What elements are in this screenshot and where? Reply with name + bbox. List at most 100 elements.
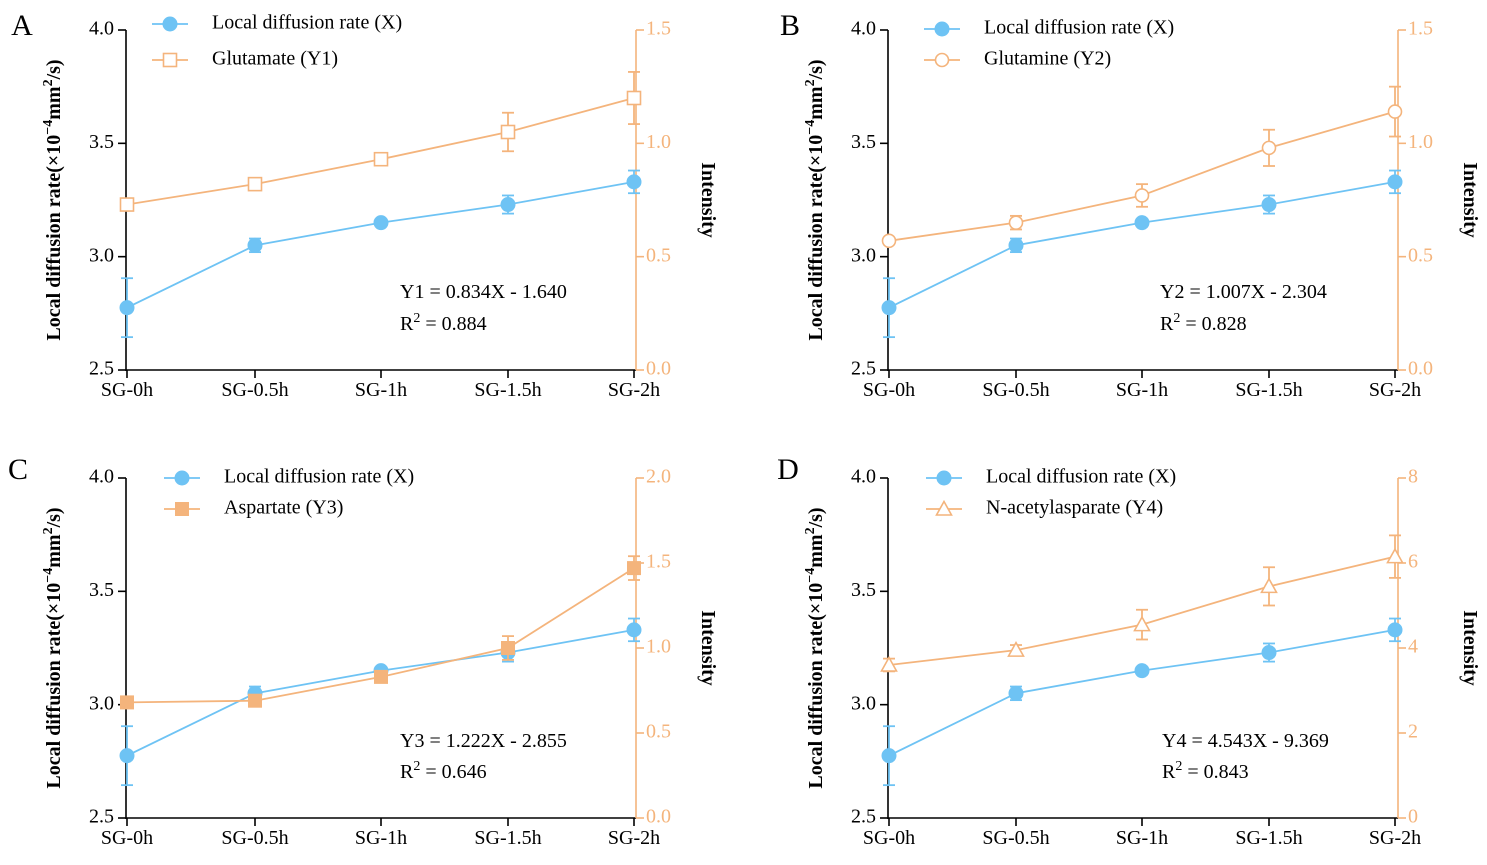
y-axis-label-exp2: 2 xyxy=(803,527,818,534)
data-point xyxy=(501,641,515,655)
legend-marker xyxy=(162,52,178,68)
y-axis-label-exp: −4 xyxy=(803,568,818,583)
y-tick-label-left: 2.5 xyxy=(89,806,114,828)
series-x xyxy=(119,169,642,339)
data-point xyxy=(248,693,262,708)
r-squared: R2 = 0.843 xyxy=(1162,759,1249,783)
legend-marker xyxy=(162,16,178,32)
x-tick-label: SG-0h xyxy=(101,827,153,849)
x-tick-label: SG-1.5h xyxy=(1235,827,1302,849)
chart-panel-d: D 2.5 3.0 3.5 4.0 SG-0h SG-0.5h SG-1h SG-1.5h SG-… xyxy=(777,453,1481,849)
y-axis-label-main: Local diffusion rate(×10 xyxy=(805,583,827,789)
data-point xyxy=(119,748,135,764)
data-point xyxy=(1386,547,1404,564)
x-tick-label: SG-0.5h xyxy=(221,379,288,401)
r-squared-label: R xyxy=(1160,313,1174,335)
y-axis-label-main: Local diffusion rate(×10 xyxy=(43,135,65,341)
data-point xyxy=(1133,615,1151,632)
y-tick-label-right: 4 xyxy=(1408,636,1418,658)
r-squared-exp: 2 xyxy=(413,759,420,774)
regression-equation: Y4 = 4.543X - 9.369 xyxy=(1162,730,1329,752)
panel-letter: A xyxy=(11,9,33,42)
data-point xyxy=(1134,663,1150,679)
data-point xyxy=(881,748,897,764)
r-squared-value: = 0.884 xyxy=(420,313,486,335)
y-axis-label-exp: −4 xyxy=(41,568,56,583)
y-tick-label-left: 2.5 xyxy=(851,806,876,828)
y-axis-label-right: Intensity xyxy=(697,162,719,238)
data-point xyxy=(1387,622,1403,638)
y-tick-label-right: 0.5 xyxy=(646,721,671,743)
data-point xyxy=(1261,645,1277,661)
r-squared-label: R xyxy=(1162,761,1176,783)
x-tick-label: SG-1.5h xyxy=(474,827,541,849)
x-tick-label: SG-1h xyxy=(355,827,407,849)
data-point xyxy=(119,300,135,316)
y-axis-label-right: Intensity xyxy=(1459,610,1481,686)
legend-label: N-acetylasparate (Y4) xyxy=(986,497,1163,519)
legend-label: Glutamine (Y2) xyxy=(984,48,1111,70)
y-tick-label-left: 3.5 xyxy=(89,131,114,153)
panel-letter: C xyxy=(8,453,28,486)
series-y xyxy=(119,71,642,212)
legend-label: Local diffusion rate (X) xyxy=(984,17,1174,39)
y-tick-label-right: 1.0 xyxy=(646,131,671,153)
y-tick-label-left: 3.0 xyxy=(89,692,114,714)
y-axis-label-mid: mm xyxy=(805,86,827,120)
data-point xyxy=(1387,104,1403,119)
data-point xyxy=(881,300,897,316)
y-tick-label-right: 1.5 xyxy=(1408,18,1433,40)
data-point xyxy=(881,233,897,249)
x-tick-label: SG-1.5h xyxy=(1235,379,1302,401)
data-point xyxy=(1260,577,1278,594)
data-point xyxy=(119,197,135,212)
x-tick-label: SG-0.5h xyxy=(982,379,1049,401)
chart-panel-b: B 2.5 3.0 3.5 4.0 SG-0h SG-0.5h SG-1h SG-1.5h SG-… xyxy=(780,9,1481,401)
y-tick-label-right: 6 xyxy=(1408,551,1418,573)
data-point xyxy=(500,197,516,213)
y-tick-label-right: 8 xyxy=(1408,466,1418,488)
series-y xyxy=(881,85,1403,249)
data-point xyxy=(626,622,642,638)
y-tick-label-right: 2 xyxy=(1408,721,1418,743)
y-tick-label-left: 4.0 xyxy=(89,466,114,488)
y-tick-label-left: 3.5 xyxy=(851,131,876,153)
legend-label: Local diffusion rate (X) xyxy=(212,12,402,34)
y-axis-label-exp2: 2 xyxy=(41,79,56,86)
y-axis-label-left: Local diffusion rate(×10−4mm2/s) xyxy=(41,59,65,340)
y-tick-label-left: 3.0 xyxy=(851,244,876,266)
x-tick-label: SG-0h xyxy=(863,379,915,401)
legend-label: Aspartate (Y3) xyxy=(224,497,343,519)
y-tick-label-right: 0.5 xyxy=(646,244,671,266)
y-tick-label-left: 4.0 xyxy=(851,466,876,488)
y-axis-label-mid: mm xyxy=(805,534,827,568)
y-axis-label-left: Local diffusion rate(×10−4mm2/s) xyxy=(803,59,827,340)
data-point xyxy=(1008,237,1024,253)
legend-marker xyxy=(936,470,952,486)
y-axis-label-tail: /s) xyxy=(43,59,65,80)
r-squared-label: R xyxy=(400,313,414,335)
x-tick-label: SG-2h xyxy=(1369,379,1421,401)
chart-panel-a: A 2.5 3.0 3.5 4.0 SG-0h SG-0.5h SG-1h SG-1.5h SG-… xyxy=(11,9,719,401)
x-tick-label: SG-1h xyxy=(1116,827,1168,849)
panel-letter: B xyxy=(780,9,800,42)
y-axis-label-exp2: 2 xyxy=(803,79,818,86)
data-point xyxy=(247,176,263,192)
legend-label: Local diffusion rate (X) xyxy=(224,466,414,488)
y-axis-label-mid: mm xyxy=(43,534,65,568)
y-axis-label-tail: /s) xyxy=(805,507,827,528)
y-tick-label-right: 2.0 xyxy=(646,466,671,488)
data-point xyxy=(880,655,898,672)
y-axis-label-left: Local diffusion rate(×10−4mm2/s) xyxy=(803,507,827,788)
panel-letter: D xyxy=(777,453,799,486)
data-point xyxy=(1134,215,1150,231)
series-x xyxy=(881,617,1403,787)
data-point xyxy=(1007,640,1025,657)
y-tick-label-right: 0 xyxy=(1408,806,1418,828)
data-point xyxy=(120,695,134,710)
y-tick-label-left: 4.0 xyxy=(851,18,876,40)
x-tick-label: SG-2h xyxy=(608,379,660,401)
x-tick-label: SG-2h xyxy=(1369,827,1421,849)
x-tick-label: SG-1h xyxy=(355,379,407,401)
legend-marker xyxy=(934,21,950,37)
